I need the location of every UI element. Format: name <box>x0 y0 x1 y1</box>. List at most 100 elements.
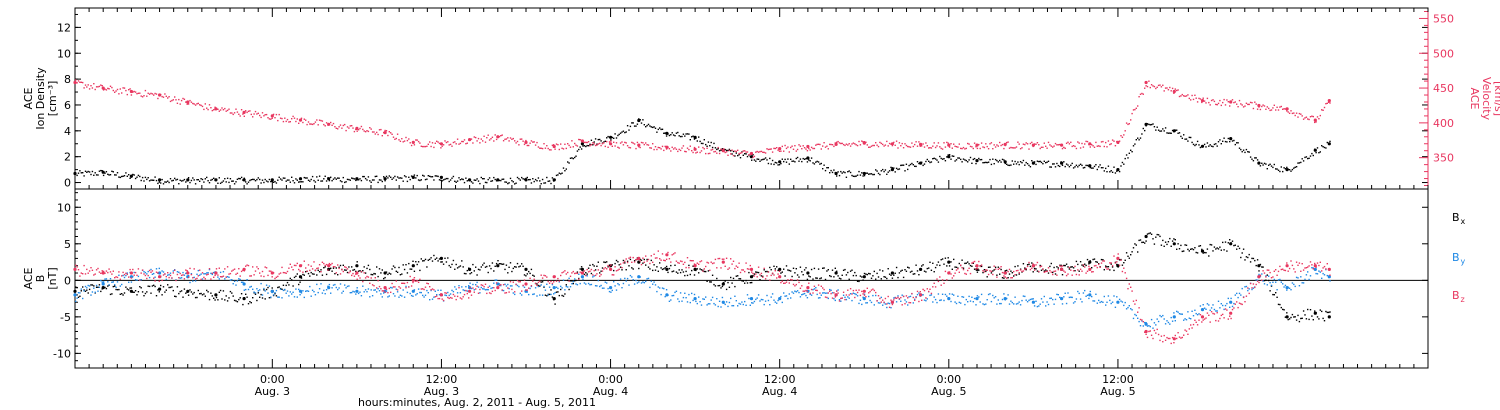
bz-series-point <box>270 271 274 275</box>
by-series-point <box>1060 297 1064 301</box>
bz-series-point <box>129 271 133 275</box>
y-tick-label: 10 <box>57 201 71 214</box>
bx-series-point <box>468 267 472 271</box>
velocity-series-point <box>1060 143 1064 147</box>
ion-density-series-point <box>665 131 669 135</box>
velocity-series-point <box>439 142 443 146</box>
ion-density-series-point <box>637 118 641 123</box>
bx-series-point <box>919 267 923 271</box>
bz-series-point <box>721 260 725 264</box>
velocity-series-point <box>383 131 387 135</box>
bz-series-point <box>637 256 641 260</box>
velocity-series-point <box>129 89 133 94</box>
bz-series-point <box>552 275 556 279</box>
y2-tick-label: 350 <box>1433 152 1454 165</box>
velocity-series-point <box>552 144 556 149</box>
velocity-series-point <box>1088 142 1092 146</box>
ion-density-series-point <box>778 160 782 164</box>
bx-series-point <box>693 267 697 271</box>
legend-bz: Bz <box>1452 289 1465 304</box>
bx-series-point <box>1144 234 1148 239</box>
bx-series-point <box>580 267 585 271</box>
bx-series-point <box>298 275 303 279</box>
bx-series-point <box>552 297 556 301</box>
bx-series-point <box>1313 311 1317 315</box>
y-tick-label: -5 <box>60 311 71 324</box>
ion-density-series-point <box>975 159 979 163</box>
by-series-point <box>298 289 303 293</box>
x-tick-label-date: Aug. 4 <box>593 385 628 398</box>
magnetic-field-panel: -10 -5 0 5 10 ACE B [nT] Bx By Bz <box>22 192 1466 369</box>
y2-axis-title-line: [km/s] <box>1492 81 1500 116</box>
bz-series-point <box>186 271 190 275</box>
y2-axis-title-line: ACE <box>1468 88 1481 110</box>
bz-series-point <box>468 289 472 293</box>
x-tick-label-time: 0:00 <box>260 373 285 386</box>
bx-series-point <box>778 267 782 271</box>
bx-series-point <box>1172 242 1176 246</box>
ion-density-series-point <box>1003 160 1007 164</box>
ion-density-series-point <box>439 175 443 179</box>
ion-density-series-point <box>186 178 190 182</box>
x-tick-label-time: 0:00 <box>598 373 623 386</box>
legend-by: By <box>1452 251 1466 266</box>
velocity-series-point <box>468 138 472 142</box>
y2-axis-title-line: Velocity <box>1480 77 1493 121</box>
by-series-point <box>552 286 556 290</box>
ion-density-series-point <box>73 171 77 176</box>
velocity-series-point <box>1313 118 1317 122</box>
by-series-point <box>411 289 415 293</box>
bx-series-point <box>862 275 866 279</box>
x-tick-label-date: Aug. 4 <box>762 385 797 398</box>
velocity-series-point <box>1257 103 1261 108</box>
bz-series-point <box>101 271 105 275</box>
velocity-series-point <box>298 118 303 122</box>
bz-series-point <box>355 271 359 275</box>
ion-density-series-point <box>129 174 133 178</box>
velocity-series-point <box>327 122 331 126</box>
velocity-series-point <box>242 110 246 114</box>
bx-series-point <box>1285 315 1289 319</box>
velocity-series-point <box>778 147 782 151</box>
ion-density-series-point <box>1229 137 1233 141</box>
by-series-point <box>1313 267 1317 271</box>
by-series-point <box>327 286 331 290</box>
ion-density-series-point <box>524 178 528 182</box>
by-series-point <box>355 289 359 293</box>
velocity-series-point <box>862 141 866 145</box>
ion-density-series-point <box>1060 161 1064 165</box>
velocity-series-point <box>524 140 528 144</box>
velocity-series-point <box>355 126 359 130</box>
y-axis-title-line: B <box>34 275 47 283</box>
ion-density-series-point <box>1313 148 1317 152</box>
by-series-point <box>975 297 979 301</box>
velocity-series-point <box>665 145 669 149</box>
bx-series-point <box>721 282 725 286</box>
y-tick-label: 4 <box>64 125 71 138</box>
bx-series-point <box>242 297 246 301</box>
y-axis-title-line: Ion Density <box>34 67 47 130</box>
by-series-point <box>1285 286 1289 290</box>
velocity-series-point <box>1200 99 1205 103</box>
by-series-point <box>1172 315 1176 319</box>
ion-density-series-point <box>1116 168 1120 172</box>
velocity-series-point <box>270 114 274 118</box>
x-tick-label-time: 12:00 <box>426 373 458 386</box>
ion-density-series-point <box>355 177 359 181</box>
velocity-series-point <box>890 142 895 146</box>
bz-series-point <box>1088 267 1092 271</box>
y-axis-title-line: [nT] <box>46 267 59 289</box>
ion-density-series-point <box>1144 122 1148 126</box>
bx-series-point <box>1229 242 1233 246</box>
bx-series-point <box>890 271 895 275</box>
by-series-point <box>721 300 725 304</box>
bx-series-point <box>73 289 77 293</box>
by-series-point <box>749 297 754 301</box>
bz-series-point <box>524 282 528 286</box>
ion-density-series-point <box>890 168 895 172</box>
velocity-series-point <box>73 80 77 85</box>
velocity-series-point <box>1031 143 1035 147</box>
bz-series-point <box>749 267 754 271</box>
bz-series-point <box>327 264 331 268</box>
